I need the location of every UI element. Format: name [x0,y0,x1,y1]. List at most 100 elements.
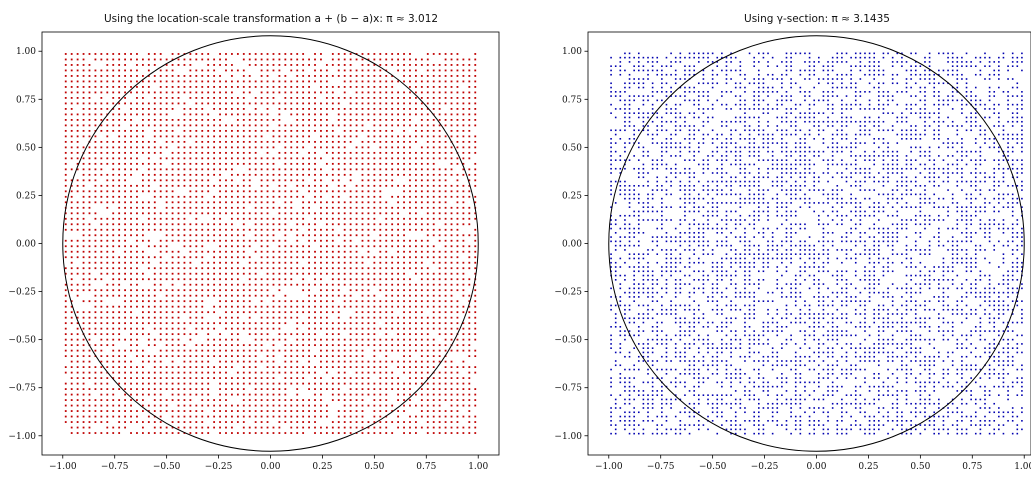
left-point-3379 [379,119,382,121]
left-point-3082 [355,349,358,352]
left-point-999 [153,91,156,94]
left-point-1588 [213,349,216,352]
left-point-1269 [183,366,186,368]
left-point-2901 [337,289,340,292]
left-point-2970 [343,239,346,242]
left-point-3910 [432,388,435,390]
right-point-308 [633,56,635,59]
right-point-295 [633,155,635,157]
left-point-3445 [385,129,388,132]
left-point-1834 [236,421,239,423]
left-point-4161 [450,69,453,72]
left-point-2046 [254,250,257,253]
left-point-3096 [355,267,358,270]
left-point-1295 [183,206,186,209]
left-point-2085 [260,388,263,390]
left-point-4322 [468,234,471,237]
left-point-3108 [355,195,358,198]
left-point-3397 [385,404,388,407]
left-point-2514 [302,432,305,434]
right-point-60 [614,407,617,409]
left-point-3493 [391,206,394,209]
left-point-1982 [248,272,251,275]
left-point-2470 [296,316,299,319]
left-point-116 [70,113,73,116]
left-point-2074 [254,64,257,66]
left-point-3334 [379,393,382,396]
left-point-676 [124,206,126,209]
left-point-3212 [367,333,370,336]
left-point-2615 [308,162,310,165]
left-point-307 [88,129,91,132]
left-point-1620 [213,140,216,143]
right-point-94 [614,91,617,93]
right-point-306 [633,69,635,72]
left-point-4341 [468,113,471,116]
left-point-3072 [355,404,358,407]
left-point-3386 [379,80,382,83]
left-point-2579 [308,388,310,390]
left-point-2994 [343,91,346,94]
left-point-2157 [266,349,269,352]
left-point-3311 [373,135,376,138]
left-point-2256 [272,135,275,138]
left-point-3869 [426,228,429,231]
left-point-549 [112,184,115,187]
left-point-3062 [349,75,352,77]
left-point-2107 [260,250,263,253]
left-point-592 [118,316,121,319]
left-point-3592 [403,349,405,352]
left-point-1149 [171,316,174,319]
left-point-596 [118,289,121,292]
left-point-1563 [207,135,210,138]
left-point-2521 [302,382,305,385]
right-point-183 [624,142,626,144]
left-point-3658 [409,349,411,352]
left-point-3470 [391,344,394,347]
left-point-1946 [242,108,245,110]
left-point-1960 [248,404,251,407]
left-point-4225 [456,80,459,83]
right-point-63 [614,364,617,367]
left-point-4351 [468,58,471,61]
left-point-3167 [361,228,364,231]
left-point-3107 [355,201,358,204]
left-x-tick-label: −0.75 [101,462,129,472]
left-point-154 [76,272,79,275]
left-point-2099 [260,300,263,303]
left-point-79 [70,344,73,347]
left-point-1999 [248,157,251,160]
left-point-2838 [331,289,334,292]
left-point-1842 [236,371,239,374]
left-point-2375 [284,157,287,160]
left-point-2384 [284,97,287,99]
left-point-3637 [403,91,405,94]
left-point-4101 [450,415,453,418]
left-point-3281 [373,322,376,325]
left-point-2226 [272,327,275,330]
right-point-167 [624,244,626,247]
left-point-3210 [367,344,370,347]
left-point-18 [64,311,67,314]
left-point-3399 [385,393,388,396]
left-point-1923 [242,239,245,242]
right-point-458 [647,155,649,157]
left-point-2546 [302,206,305,209]
left-point-2102 [260,283,263,286]
left-point-2439 [290,108,293,110]
left-point-2037 [254,311,257,314]
left-point-3449 [385,108,388,110]
left-point-4221 [456,102,459,105]
left-point-1290 [183,234,186,237]
left-point-2302 [278,212,281,215]
left-point-3292 [373,256,376,259]
left-point-1135 [171,393,174,396]
left-point-3376 [379,135,382,138]
left-point-25 [64,267,67,270]
left-point-1662 [219,272,221,275]
right-point-530 [656,394,659,396]
right-point-154 [624,355,626,358]
left-point-1722 [225,316,227,319]
left-point-3799 [420,267,423,270]
left-point-1092 [165,272,168,275]
